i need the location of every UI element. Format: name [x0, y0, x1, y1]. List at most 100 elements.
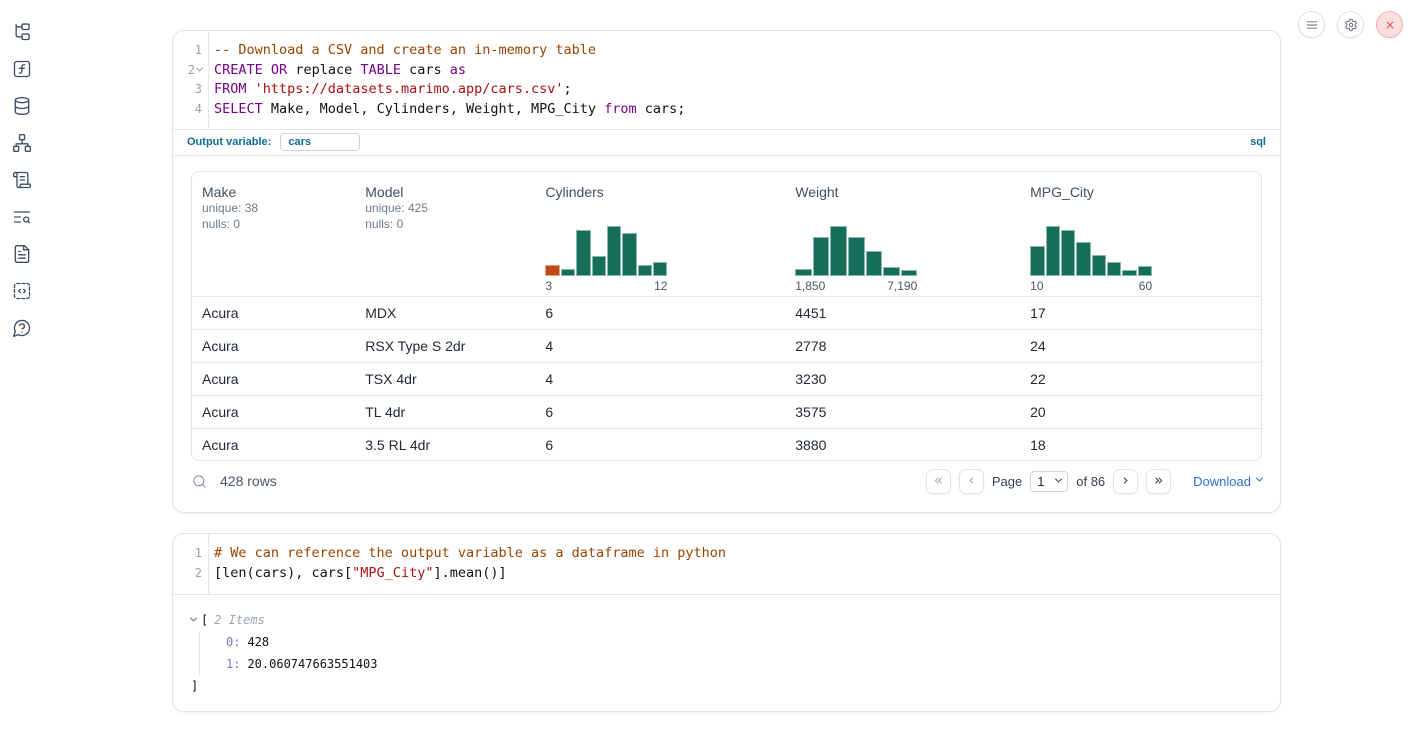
sidebar-button-text-search[interactable] [12, 207, 32, 227]
rows-count: 428 rows [220, 473, 277, 490]
sql-cell-output: Make unique: 38 nulls: 0 Model unique: 425 nu… [173, 170, 1280, 494]
code-line[interactable]: 3 FROM 'https://datasets.marimo.app/cars.… [173, 79, 1280, 99]
first-page-button[interactable]: « [925, 468, 951, 494]
sql-code-editor[interactable]: 1 -- Download a CSV and create an in-memo… [173, 31, 1280, 129]
sidebar-button-scroll-text[interactable] [12, 170, 32, 190]
page-select-value: 1 [1037, 473, 1045, 489]
code-line[interactable]: 1 # We can reference the output variable … [173, 543, 1280, 563]
sidebar-button-database[interactable] [12, 96, 32, 116]
column-name: Cylinders [545, 183, 604, 200]
fold-chevron-icon[interactable] [195, 64, 204, 72]
table-cell: 4 [545, 370, 554, 387]
output-variable-label: Output variable: [187, 136, 272, 149]
list-item: 0: 428 [200, 631, 1262, 653]
database-icon [14, 97, 30, 116]
hist-bar [576, 229, 591, 276]
column-header-mpg_city[interactable]: MPG_City 10 60 [1020, 172, 1261, 296]
close-button[interactable] [1376, 11, 1403, 38]
column-header-make[interactable]: Make unique: 38 nulls: 0 [192, 172, 355, 296]
table-cell: 24 [1030, 337, 1046, 354]
code-line[interactable]: 4 SELECT Make, Model, Cylinders, Weight, … [173, 99, 1280, 119]
hist-bar [847, 236, 865, 276]
hist-bar [591, 255, 606, 276]
items-count-label: 2 Items [214, 613, 265, 628]
column-header-weight[interactable]: Weight 1,850 7,190 [785, 172, 1020, 296]
line-number-text: 2 [187, 62, 195, 77]
code-text: # We can reference the output variable a… [214, 544, 727, 561]
search-icon[interactable] [191, 473, 208, 490]
download-button[interactable]: Download [1193, 474, 1264, 489]
page-total-label: of 86 [1076, 473, 1106, 489]
sidebar-button-file-text[interactable] [12, 244, 32, 264]
axis-max-label: 7,190 [887, 278, 918, 293]
list-item-value: 20.060747663551403 [247, 657, 378, 672]
python-output: [ 2 Items 0: 428 1: 20.060747663551403 ] [173, 595, 1280, 709]
collapse-chevron-icon[interactable] [189, 614, 198, 622]
line-number-text: 1 [194, 545, 202, 560]
prev-page-button[interactable]: ‹ [958, 468, 984, 494]
code-line[interactable]: 2 CREATE OR replace TABLE cars as [173, 60, 1280, 80]
column-header-model[interactable]: Model unique: 425 nulls: 0 [355, 172, 535, 296]
python-code-editor[interactable]: 1 # We can reference the output variable … [173, 534, 1280, 596]
table-cell: 3.5 RL 4dr [365, 436, 431, 453]
axis-max-label: 12 [654, 278, 668, 293]
hist-bar [1030, 245, 1045, 276]
close-icon [1386, 21, 1393, 28]
table-cell: 17 [1030, 304, 1046, 321]
table-row: Acura RSX Type S 2dr 4 2778 24 [192, 328, 1261, 362]
help-bubble-icon [13, 319, 31, 337]
table-cell: Acura [202, 436, 239, 453]
settings-button[interactable] [1337, 11, 1364, 38]
sidebar-button-function-square[interactable] [12, 59, 32, 79]
sidebar-button-help-bubble[interactable] [12, 318, 32, 338]
table-cell: 20 [1030, 403, 1046, 420]
list-item-key: 0: [226, 635, 241, 650]
file-tree-icon [15, 23, 30, 41]
bracket-open: [ [201, 613, 209, 628]
table-cell: Acura [202, 403, 239, 420]
axis-min-label: 1,850 [795, 278, 826, 293]
sidebar-button-code-snippet[interactable] [12, 281, 32, 301]
code-line[interactable]: 1 -- Download a CSV and create an in-memo… [173, 40, 1280, 60]
hist-bar [865, 250, 883, 276]
sidebar-button-file-tree[interactable] [12, 22, 32, 42]
column-header-cylinders[interactable]: Cylinders 3 12 [535, 172, 785, 296]
code-snippet-icon [13, 282, 31, 300]
hist-bar [1076, 241, 1091, 276]
chevron-down-icon [1055, 475, 1063, 483]
histogram-axis-labels: 1,850 7,190 [795, 279, 917, 293]
hist-bar [622, 232, 637, 276]
output-variable-input[interactable] [280, 133, 361, 152]
column-name: Make [202, 183, 237, 200]
data-table: Make unique: 38 nulls: 0 Model unique: 425 nu… [191, 170, 1262, 461]
python-cell: 1 # We can reference the output variable … [172, 533, 1281, 712]
page-select[interactable]: 1 [1030, 470, 1069, 492]
histogram-bars [1030, 224, 1153, 276]
line-number-text: 4 [194, 101, 202, 116]
settings-icon [1344, 18, 1357, 31]
column-stat: nulls: 0 [202, 216, 241, 231]
line-number: 1 [173, 43, 208, 57]
next-page-button[interactable]: › [1113, 468, 1139, 494]
line-number: 2 [173, 63, 208, 77]
code-line[interactable]: 2 [len(cars), cars["MPG_City"].mean()] [173, 563, 1280, 583]
hist-bar [637, 264, 653, 276]
bracket-close: ] [191, 679, 199, 694]
sidebar [0, 0, 44, 338]
output-list-entries: 0: 428 1: 20.060747663551403 [199, 631, 1262, 676]
menu-button[interactable] [1298, 11, 1325, 38]
column-name: Model [365, 183, 404, 200]
language-badge: sql [1250, 136, 1266, 149]
column-stat: unique: 425 [365, 200, 428, 215]
sidebar-button-dependency-graph[interactable] [12, 133, 32, 153]
table-cell: TSX 4dr [365, 370, 417, 387]
table-cell: 4451 [795, 304, 827, 321]
hist-bar [545, 264, 560, 276]
axis-max-label: 60 [1138, 278, 1153, 293]
hist-bar [1045, 225, 1060, 276]
last-page-button[interactable]: » [1146, 468, 1172, 494]
table-cell: 3230 [795, 370, 827, 387]
table-cell: MDX [365, 304, 397, 321]
histogram-axis-labels: 10 60 [1030, 279, 1152, 293]
column-histogram: 1,850 7,190 [795, 224, 918, 293]
